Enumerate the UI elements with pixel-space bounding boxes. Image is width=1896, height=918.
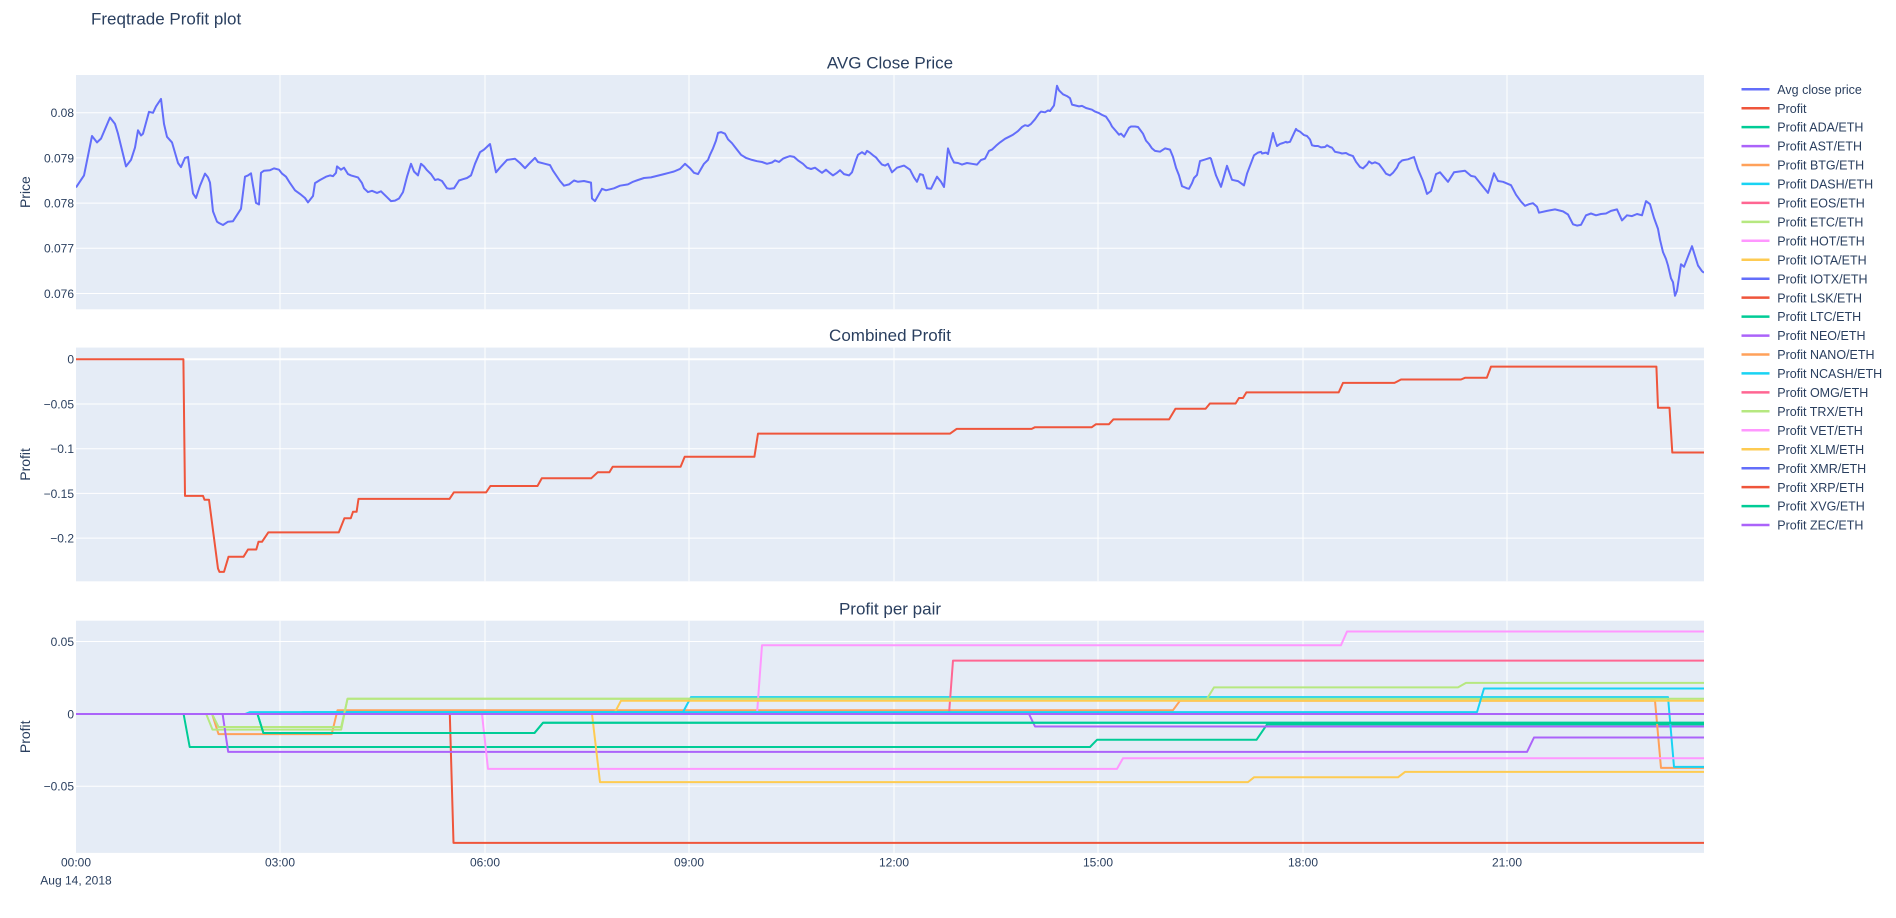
- svg-text:−0.1: −0.1: [50, 442, 74, 456]
- svg-text:Profit HOT/ETH: Profit HOT/ETH: [1777, 234, 1865, 248]
- svg-text:Profit ADA/ETH: Profit ADA/ETH: [1777, 121, 1863, 135]
- svg-text:Profit XMR/ETH: Profit XMR/ETH: [1777, 462, 1866, 476]
- svg-text:12:00: 12:00: [879, 856, 909, 870]
- svg-text:Profit IOTA/ETH: Profit IOTA/ETH: [1777, 253, 1866, 267]
- svg-text:03:00: 03:00: [265, 856, 295, 870]
- svg-text:Profit NANO/ETH: Profit NANO/ETH: [1777, 348, 1874, 362]
- svg-text:0.078: 0.078: [44, 197, 74, 211]
- svg-text:Profit: Profit: [17, 720, 33, 753]
- svg-text:Profit ETC/ETH: Profit ETC/ETH: [1777, 215, 1863, 229]
- svg-text:Profit DASH/ETH: Profit DASH/ETH: [1777, 178, 1873, 192]
- svg-text:0.08: 0.08: [51, 106, 75, 120]
- svg-text:Profit ZEC/ETH: Profit ZEC/ETH: [1777, 519, 1863, 533]
- svg-text:09:00: 09:00: [674, 856, 704, 870]
- svg-text:Profit EOS/ETH: Profit EOS/ETH: [1777, 197, 1865, 211]
- svg-text:Freqtrade Profit plot: Freqtrade Profit plot: [91, 10, 242, 29]
- svg-text:Combined Profit: Combined Profit: [829, 326, 951, 345]
- svg-text:0.076: 0.076: [44, 287, 74, 301]
- svg-text:Profit IOTX/ETH: Profit IOTX/ETH: [1777, 272, 1867, 286]
- svg-text:Profit XLM/ETH: Profit XLM/ETH: [1777, 443, 1864, 457]
- svg-text:Profit TRX/ETH: Profit TRX/ETH: [1777, 405, 1863, 419]
- svg-text:0: 0: [67, 707, 74, 721]
- svg-text:Profit LSK/ETH: Profit LSK/ETH: [1777, 291, 1862, 305]
- svg-text:06:00: 06:00: [470, 856, 500, 870]
- svg-text:0.05: 0.05: [51, 635, 75, 649]
- svg-text:−0.05: −0.05: [44, 397, 75, 411]
- svg-text:0.077: 0.077: [44, 242, 74, 256]
- svg-text:Profit BTG/ETH: Profit BTG/ETH: [1777, 159, 1864, 173]
- svg-text:Profit XRP/ETH: Profit XRP/ETH: [1777, 481, 1864, 495]
- svg-text:18:00: 18:00: [1288, 856, 1318, 870]
- svg-text:15:00: 15:00: [1083, 856, 1113, 870]
- svg-text:AVG Close Price: AVG Close Price: [827, 54, 953, 73]
- svg-text:Profit OMG/ETH: Profit OMG/ETH: [1777, 386, 1868, 400]
- svg-text:−0.05: −0.05: [44, 780, 75, 794]
- svg-text:Profit: Profit: [1777, 102, 1807, 116]
- svg-text:Profit: Profit: [17, 448, 33, 481]
- svg-text:0.079: 0.079: [44, 151, 74, 165]
- svg-text:Profit AST/ETH: Profit AST/ETH: [1777, 140, 1862, 154]
- svg-text:Aug 14, 2018: Aug 14, 2018: [40, 873, 112, 887]
- svg-text:21:00: 21:00: [1492, 856, 1522, 870]
- svg-text:Profit VET/ETH: Profit VET/ETH: [1777, 424, 1862, 438]
- svg-text:−0.15: −0.15: [44, 487, 75, 501]
- svg-text:Profit XVG/ETH: Profit XVG/ETH: [1777, 500, 1865, 514]
- svg-text:Profit NEO/ETH: Profit NEO/ETH: [1777, 329, 1865, 343]
- svg-text:Profit NCASH/ETH: Profit NCASH/ETH: [1777, 367, 1882, 381]
- svg-text:00:00: 00:00: [61, 856, 91, 870]
- svg-text:Avg close price: Avg close price: [1777, 83, 1862, 97]
- svg-text:0: 0: [67, 353, 74, 367]
- svg-text:Profit per pair: Profit per pair: [839, 599, 941, 618]
- svg-text:Price: Price: [17, 176, 33, 208]
- svg-text:Profit LTC/ETH: Profit LTC/ETH: [1777, 310, 1861, 324]
- svg-text:−0.2: −0.2: [50, 532, 74, 546]
